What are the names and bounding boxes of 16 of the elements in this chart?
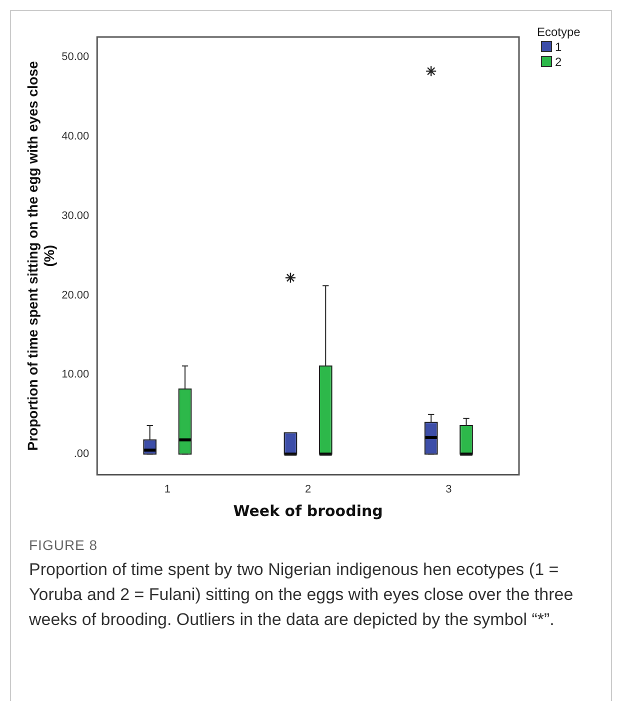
caption: FIGURE 8 [29, 537, 99, 553]
y-axis-title: Proportion of time spent sitting on the egg with eyes close (%) [24, 60, 58, 451]
y-tick-label: 20.00 [62, 289, 90, 302]
x-tick-label: 1 [164, 483, 170, 496]
legend-title: Ecotype [537, 25, 580, 40]
legend-label: 1 [554, 40, 563, 55]
y-tick-label: 50.00 [62, 50, 90, 63]
legend-label: 2 [554, 55, 563, 70]
y-tick-label: 30.00 [62, 210, 90, 222]
x-tick-label: 3 [446, 483, 452, 496]
y-tick-label: .00 [74, 448, 90, 460]
x-tick-label: 2 [305, 483, 312, 496]
y-tick-label: 40.00 [62, 130, 90, 142]
y-tick-label: 10.00 [62, 368, 90, 381]
x-axis-title: Week of brooding [233, 502, 383, 520]
text: Proportion of time spent by two Nigerian indigenous hen ecotypes (1 = Yoruba and 2 = Fulani) sitting on the eggs with eyes close over the three weeks of brooding. Outliers in the data are depicted by the symbol “*”. [29, 559, 574, 631]
